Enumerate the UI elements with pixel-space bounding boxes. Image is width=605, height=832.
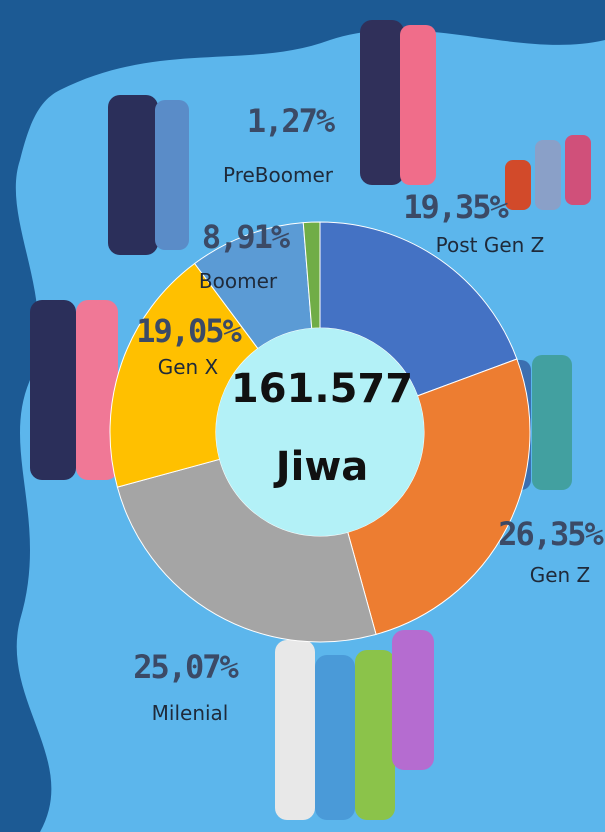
category-label: Gen Z — [530, 563, 591, 587]
category-label: PreBoomer — [223, 163, 334, 187]
people-illustrations — [30, 20, 591, 820]
person — [360, 20, 404, 185]
person — [108, 95, 158, 255]
value-label: 19,05% — [136, 312, 242, 350]
category-label: Gen X — [158, 355, 219, 379]
person — [155, 100, 189, 250]
person — [355, 650, 395, 820]
person — [505, 160, 531, 210]
center-circle — [216, 328, 424, 536]
person — [535, 140, 561, 210]
center-subtitle: Jiwa — [273, 444, 369, 490]
person — [565, 135, 591, 205]
value-label: 19,35% — [403, 188, 509, 226]
person — [30, 300, 76, 480]
labels: 19,35% Post Gen Z 26,35% Gen Z 25,07% Milenia… — [133, 102, 605, 725]
person — [76, 300, 118, 480]
value-label: 25,07% — [133, 648, 239, 686]
person — [275, 640, 315, 820]
category-label: Boomer — [199, 269, 278, 293]
donut-chart — [109, 221, 531, 643]
value-label: 1,27% — [247, 102, 336, 140]
value-label: 8,91% — [202, 218, 291, 256]
person — [532, 355, 572, 490]
center-title: 161.577 — [231, 366, 413, 412]
person — [400, 25, 436, 185]
category-label: Milenial — [152, 701, 229, 725]
value-label: 26,35% — [498, 515, 604, 553]
person — [392, 630, 434, 770]
category-label: Post Gen Z — [436, 233, 545, 257]
person — [315, 655, 355, 820]
